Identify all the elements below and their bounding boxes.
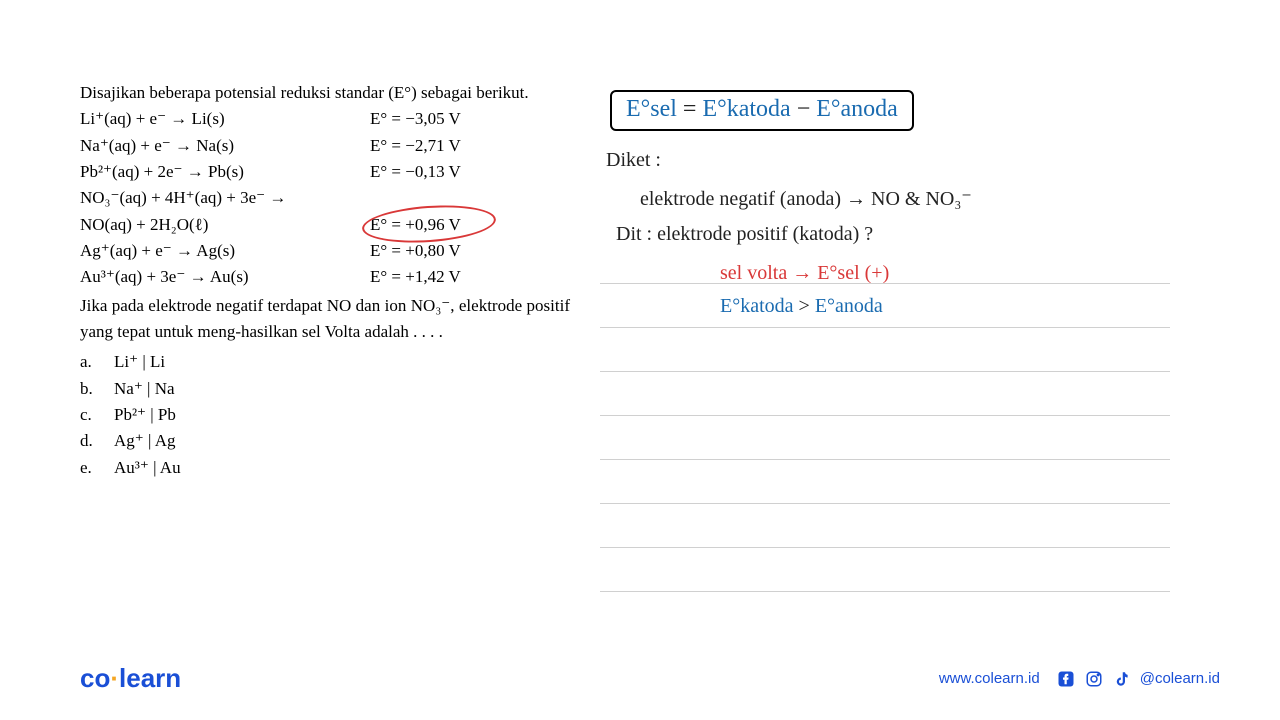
equation-row: Li⁺(aq) + e⁻ → Li(s) E° = −3,05 V: [80, 106, 570, 132]
option-label: d.: [80, 428, 100, 454]
option-label: c.: [80, 402, 100, 428]
option: b. Na⁺ | Na: [80, 376, 570, 402]
eq-rhs: E° = −3,05 V: [370, 106, 461, 132]
formula-eq: =: [677, 96, 703, 122]
problem-panel: Disajikan beberapa potensial reduksi sta…: [80, 80, 570, 481]
eq-lhs: Pb²⁺(aq) + 2e⁻ → Pb(s): [80, 159, 370, 185]
eq-lhs: Li⁺(aq) + e⁻ → Li(s): [80, 106, 370, 132]
footer-url: www.colearn.id: [939, 670, 1040, 687]
equation-row: NO(aq) + 2H₂O(ℓ) E° = +0,96 V: [80, 212, 570, 238]
eq-lhs: Na⁺(aq) + e⁻ → Na(s): [80, 133, 370, 159]
facebook-icon: [1056, 669, 1076, 689]
footer-right: www.colearn.id @colearn.id: [939, 669, 1220, 689]
formula-sel: E°sel: [626, 96, 677, 122]
eq-rhs: E° = +0,80 V: [370, 238, 461, 264]
question-text: Jika pada elektrode negatif terdapat NO …: [80, 293, 570, 346]
equation-row: Ag⁺(aq) + e⁻ → Ag(s) E° = +0,80 V: [80, 238, 570, 264]
tiktok-icon: [1112, 669, 1132, 689]
formula-anoda: E°anoda: [816, 96, 898, 122]
eq-rhs-circled: E° = +0,96 V: [370, 212, 461, 238]
footer: co·learn www.colearn.id @colearn.id: [0, 663, 1280, 694]
footer-handle: @colearn.id: [1140, 670, 1220, 687]
eq-lhs: Au³⁺(aq) + 3e⁻ → Au(s): [80, 264, 370, 290]
option-text: Li⁺ | Li: [114, 349, 165, 375]
ruled-lines: [600, 240, 1170, 592]
option-text: Na⁺ | Na: [114, 376, 175, 402]
diket-line: elektrode negatif (anoda) → NO & NO₃⁻: [600, 186, 1170, 211]
option-text: Pb²⁺ | Pb: [114, 402, 176, 428]
logo-co: co: [80, 663, 110, 693]
option-label: a.: [80, 349, 100, 375]
logo-dot: ·: [110, 663, 119, 693]
equation-row: Na⁺(aq) + e⁻ → Na(s) E° = −2,71 V: [80, 133, 570, 159]
notes-panel: E°sel = E°katoda − E°anoda Diket : elekt…: [600, 80, 1170, 481]
instagram-icon: [1084, 669, 1104, 689]
eq-rhs: E° = +1,42 V: [370, 264, 461, 290]
options-list: a. Li⁺ | Li b. Na⁺ | Na c. Pb²⁺ | Pb d. …: [80, 349, 570, 481]
option: a. Li⁺ | Li: [80, 349, 570, 375]
option: e. Au³⁺ | Au: [80, 455, 570, 481]
formula-katoda: E°katoda: [702, 96, 790, 122]
equation-row: Pb²⁺(aq) + 2e⁻ → Pb(s) E° = −0,13 V: [80, 159, 570, 185]
logo-learn: learn: [119, 663, 181, 693]
formula-minus: −: [791, 96, 817, 122]
option-label: b.: [80, 376, 100, 402]
option-text: Au³⁺ | Au: [114, 455, 181, 481]
eq-lhs: NO₃⁻(aq) + 4H⁺(aq) + 3e⁻ →: [80, 185, 370, 211]
eq-rhs: E° = −0,13 V: [370, 159, 461, 185]
formula-box: E°sel = E°katoda − E°anoda: [610, 90, 914, 131]
eq-lhs: NO(aq) + 2H₂O(ℓ): [80, 212, 370, 238]
option: d. Ag⁺ | Ag: [80, 428, 570, 454]
problem-intro: Disajikan beberapa potensial reduksi sta…: [80, 80, 570, 106]
option: c. Pb²⁺ | Pb: [80, 402, 570, 428]
eq-rhs: E° = −2,71 V: [370, 133, 461, 159]
eq-lhs: Ag⁺(aq) + e⁻ → Ag(s): [80, 238, 370, 264]
option-label: e.: [80, 455, 100, 481]
logo: co·learn: [80, 663, 181, 694]
diket-label: Diket :: [600, 149, 1170, 172]
option-text: Ag⁺ | Ag: [114, 428, 176, 454]
equation-row: Au³⁺(aq) + 3e⁻ → Au(s) E° = +1,42 V: [80, 264, 570, 290]
equation-row: NO₃⁻(aq) + 4H⁺(aq) + 3e⁻ →: [80, 185, 570, 211]
social-icons: @colearn.id: [1056, 669, 1220, 689]
